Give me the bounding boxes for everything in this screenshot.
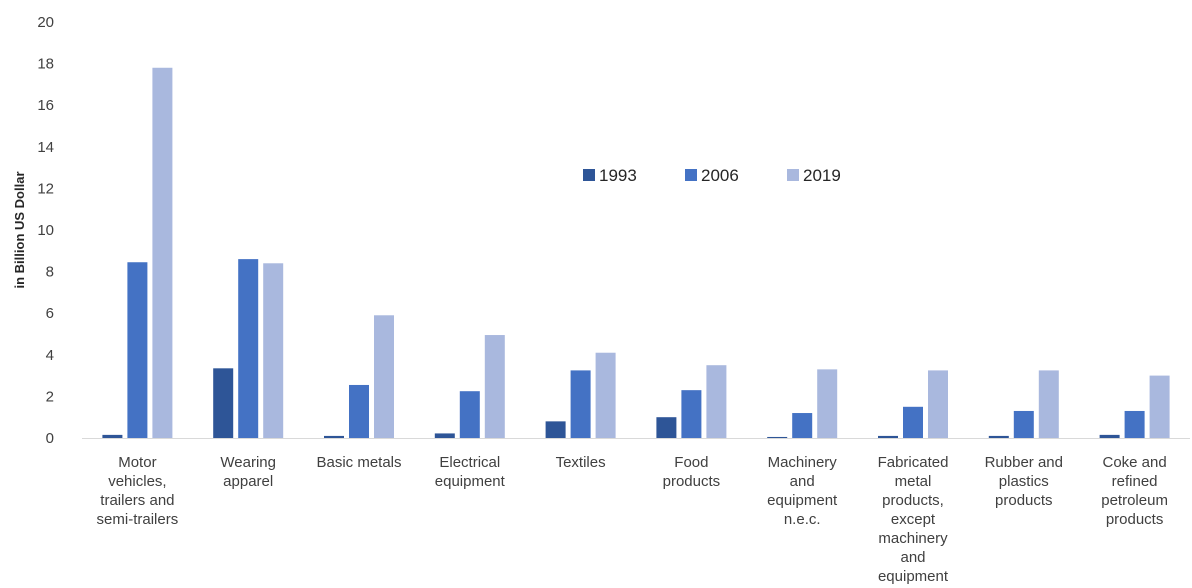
bar-2019 xyxy=(928,370,948,438)
y-tick-label: 16 xyxy=(37,97,54,114)
bar-2006 xyxy=(792,413,813,438)
x-tick-label: Rubber and plastics products xyxy=(985,454,1063,509)
bar-2006 xyxy=(238,259,259,438)
bar-2019 xyxy=(374,315,394,438)
legend-label: 2006 xyxy=(701,166,739,185)
bar-1993 xyxy=(213,368,234,438)
legend-swatch xyxy=(787,169,799,181)
bar-1993 xyxy=(656,417,677,438)
bar-1993 xyxy=(324,435,344,438)
y-axis-ticks: 0 2 4 6 8 10 12 14 16 18 20 xyxy=(37,14,54,447)
bars-group xyxy=(102,67,1170,438)
bar-2006 xyxy=(681,390,702,438)
bar-2006 xyxy=(903,406,923,438)
bar-2006 xyxy=(459,391,480,438)
legend-label: 1993 xyxy=(599,166,637,185)
bar-1993 xyxy=(1099,434,1120,438)
bar-1993 xyxy=(988,435,1009,438)
x-tick-label: Electrical equipment xyxy=(435,454,506,490)
legend: 1993 2006 2019 xyxy=(583,166,841,185)
y-tick-label: 18 xyxy=(37,56,54,73)
bar-2006 xyxy=(1013,410,1034,438)
bar-2006 xyxy=(127,262,148,438)
bar-2006 xyxy=(570,370,591,438)
x-tick-label: Machinery and equipment n.e.c. xyxy=(767,454,838,528)
bar-1993 xyxy=(434,433,455,438)
y-tick-label: 8 xyxy=(46,264,54,281)
y-tick-label: 4 xyxy=(46,347,54,364)
y-tick-label: 12 xyxy=(37,180,54,197)
bar-2019 xyxy=(817,369,838,438)
x-axis-labels: Motor vehicles, trailers and semi-trailers W… xyxy=(97,454,1168,585)
bar-2019 xyxy=(152,67,173,438)
y-tick-label: 2 xyxy=(46,388,54,405)
x-tick-label: Fabricated metal products, except machinery a… xyxy=(878,454,949,585)
x-tick-label: Basic metals xyxy=(316,454,401,471)
y-axis-label: in Billion US Dollar xyxy=(12,171,27,288)
legend-label: 2019 xyxy=(803,166,841,185)
legend-swatch xyxy=(685,169,697,181)
bar-2019 xyxy=(484,335,505,438)
y-tick-label: 0 xyxy=(46,430,54,447)
bar-2006 xyxy=(349,384,369,438)
x-tick-label: Textiles xyxy=(556,454,606,471)
x-tick-label: Motor vehicles, trailers and semi-trailers xyxy=(97,454,179,528)
legend-swatch xyxy=(583,169,595,181)
y-tick-label: 20 xyxy=(37,14,54,31)
bar-1993 xyxy=(545,421,566,438)
bar-2006 xyxy=(1124,410,1145,438)
bar-2019 xyxy=(1038,370,1059,438)
y-tick-label: 14 xyxy=(37,139,54,156)
y-tick-label: 10 xyxy=(37,222,54,239)
bar-2019 xyxy=(263,263,284,438)
bar-2019 xyxy=(706,365,727,438)
y-tick-label: 6 xyxy=(46,305,54,322)
bar-1993 xyxy=(102,434,123,438)
bar-1993 xyxy=(767,436,788,438)
x-tick-label: Food products xyxy=(663,454,721,490)
bar-2019 xyxy=(595,352,616,438)
bar-1993 xyxy=(878,435,898,438)
bar-2019 xyxy=(1149,375,1170,438)
x-tick-label: Coke and refined petroleum products xyxy=(1101,454,1168,528)
x-tick-label: Wearing apparel xyxy=(220,454,276,490)
